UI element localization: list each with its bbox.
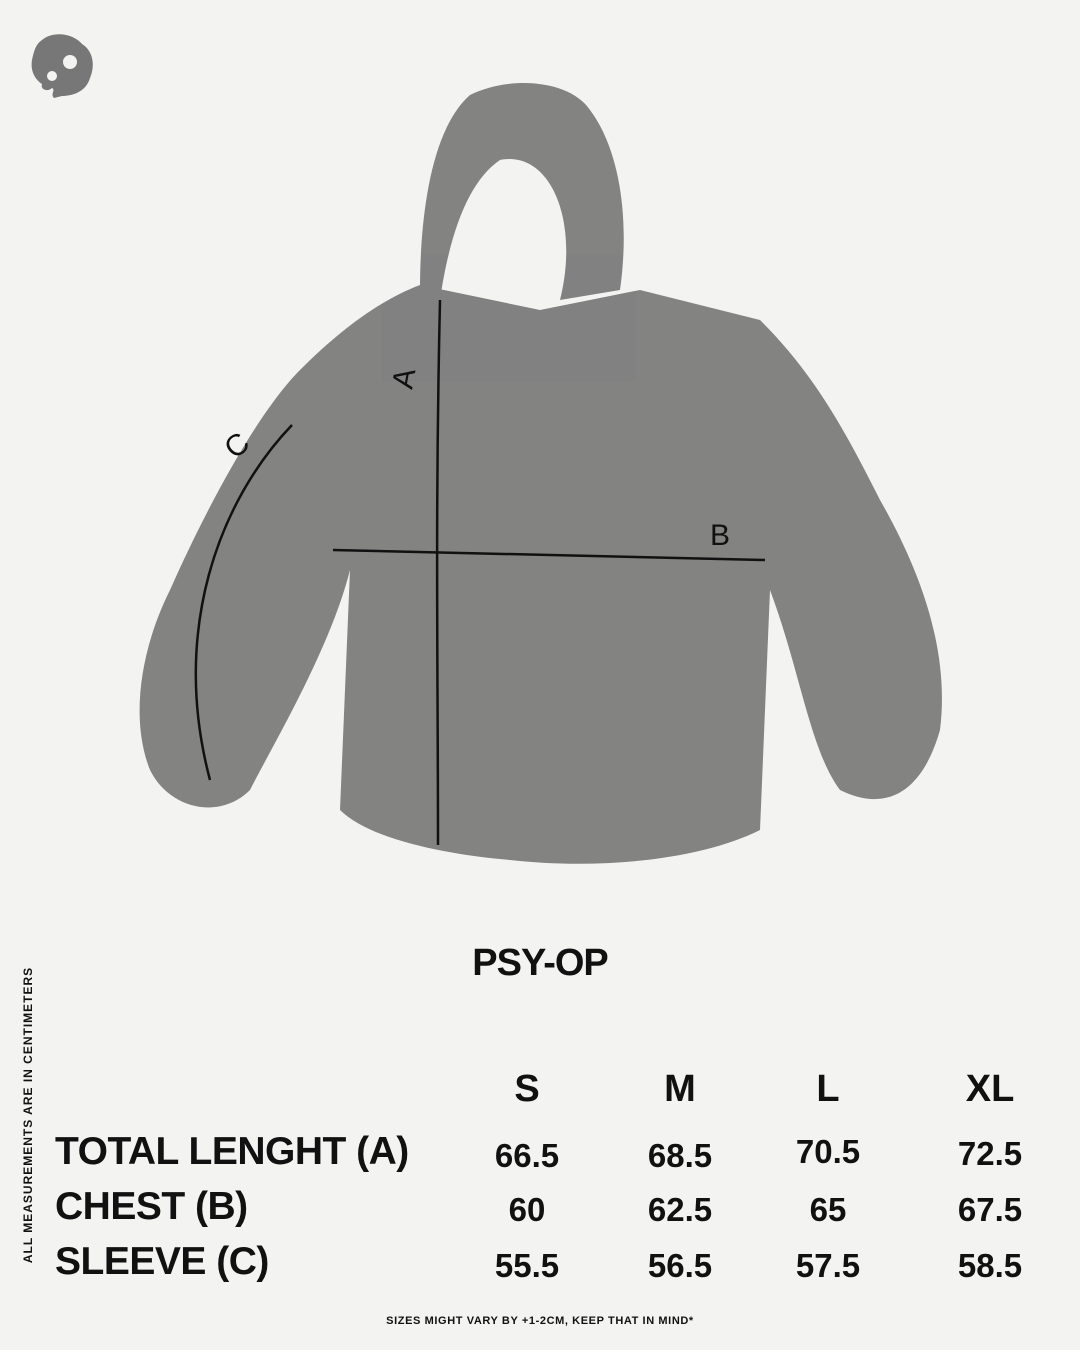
table-cell: 62.5 [647, 1191, 713, 1228]
table-cell: 58.5 [957, 1247, 1023, 1284]
table-cell: 70.5 [795, 1133, 861, 1170]
jacket-diagram: A B C [139, 83, 942, 864]
units-note: ALL MEASUREMENTS ARE IN CENTIMETERS [21, 966, 35, 1264]
table-cell: 67.5 [957, 1191, 1023, 1228]
table-cell: 57.5 [795, 1247, 861, 1284]
size-header-m: M [664, 1068, 696, 1110]
size-header-l: L [816, 1068, 840, 1110]
arrow-c [194, 424, 293, 781]
row-label-sleeve: SLEEVE (C) [55, 1240, 269, 1283]
table-cell: 72.5 [957, 1135, 1023, 1172]
size-header-xl: XL [965, 1068, 1015, 1110]
size-variance-note: SIZES MIGHT VARY BY +1-2CM, KEEP THAT IN… [386, 1315, 694, 1327]
row-label-chest: CHEST (B) [55, 1185, 248, 1228]
jacket-silhouette [139, 83, 942, 864]
table-cell: 65 [809, 1191, 847, 1228]
table-cell: 66.5 [494, 1137, 560, 1174]
table-cell: 60 [508, 1191, 546, 1228]
table-cell: 68.5 [647, 1137, 713, 1174]
table-cell: 56.5 [647, 1247, 713, 1284]
table-cell: 55.5 [494, 1247, 560, 1284]
arrow-a [435, 299, 442, 846]
arrow-b [332, 548, 766, 562]
measurement-arrows [194, 299, 766, 846]
label-b: B [710, 519, 730, 552]
product-title: PSY-OP [472, 942, 609, 984]
blob-logo-icon [31, 34, 93, 98]
row-label-length: TOTAL LENGHT (A) [55, 1130, 409, 1173]
size-header-s: S [514, 1068, 540, 1110]
